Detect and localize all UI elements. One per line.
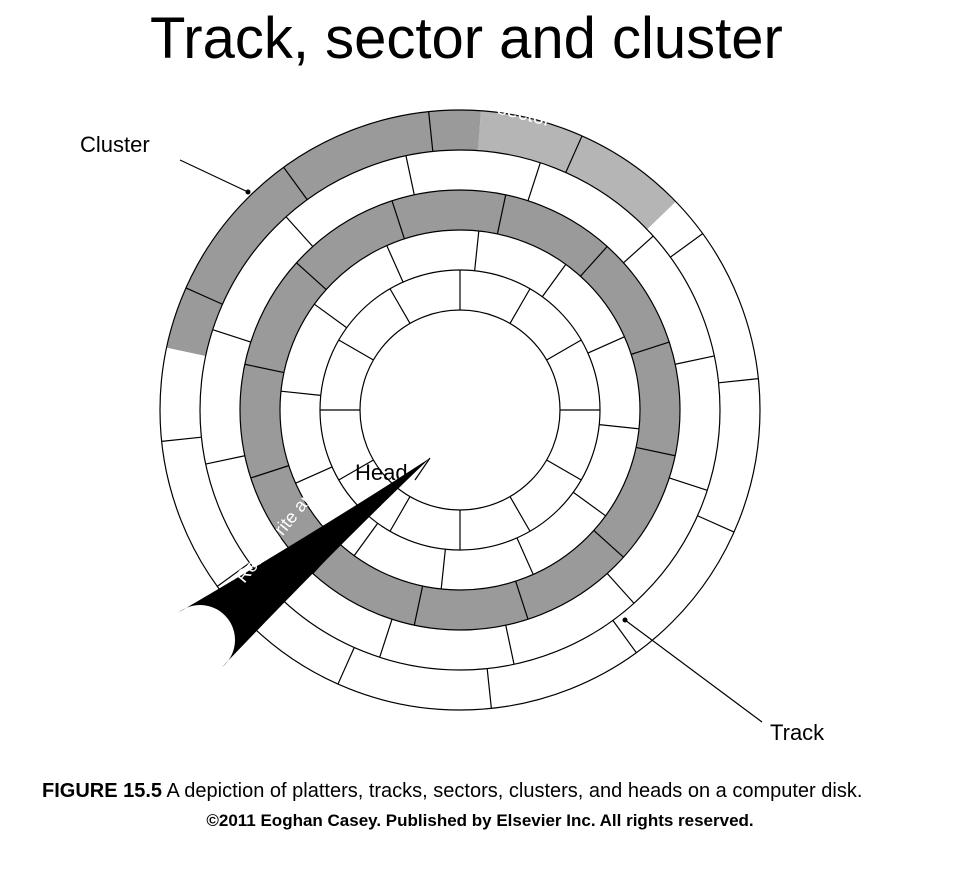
label-head: Head xyxy=(355,460,408,486)
figure-number: FIGURE 15.5 xyxy=(42,780,162,802)
figure-caption: FIGURE 15.5 A depiction of platters, tra… xyxy=(42,780,918,831)
label-cluster: Cluster xyxy=(80,132,150,158)
disk-diagram xyxy=(80,80,860,780)
figure-text: A depiction of platters, tracks, sectors… xyxy=(162,780,862,802)
copyright-text: ©2011 Eoghan Casey. Published by Elsevie… xyxy=(42,811,918,831)
label-track: Track xyxy=(770,720,824,746)
page-title: Track, sector and cluster xyxy=(150,5,783,72)
